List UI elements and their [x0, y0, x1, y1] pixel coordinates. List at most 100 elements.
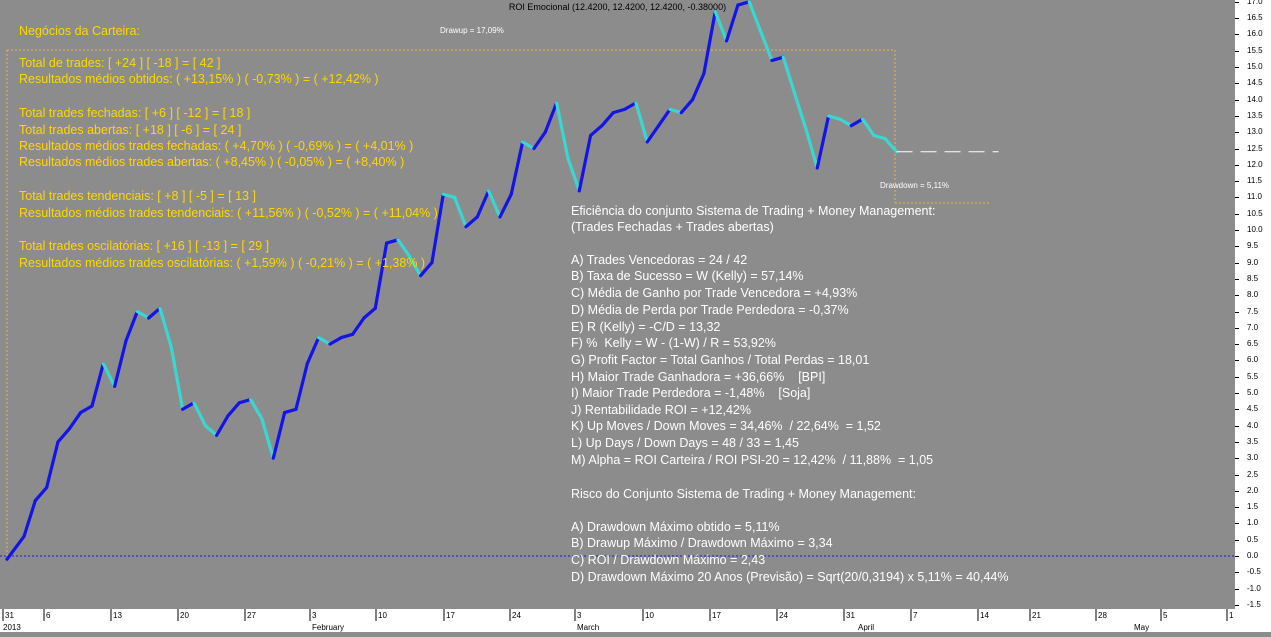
series-segment [203, 424, 219, 437]
series-segment [305, 335, 321, 366]
y-tick [1235, 50, 1239, 52]
series-segment [668, 107, 683, 115]
series-segment [373, 241, 389, 310]
y-tick [1235, 99, 1239, 101]
series-segment [747, 0, 763, 33]
y-tick-label: 17.0 [1247, 0, 1263, 6]
x-tick-label: 13 [113, 611, 122, 620]
y-tick [1235, 376, 1239, 378]
y-tick-label: 14.0 [1247, 94, 1263, 104]
y-tick-label: 2.0 [1247, 485, 1259, 495]
series-segment [792, 91, 808, 131]
x-tick-label: 27 [247, 611, 256, 620]
efficiency-item: C) Média de Ganho por Trade Vencedora = … [571, 286, 858, 300]
x-month-label: February [312, 623, 345, 632]
series-segment [101, 362, 117, 389]
x-tick-label: 31 [846, 611, 855, 620]
efficiency-item: K) Up Moves / Down Moves = 34,46% / 22,6… [571, 419, 881, 433]
y-tick-label: 5.0 [1247, 388, 1259, 397]
series-segment [385, 238, 400, 245]
series-segment [566, 156, 581, 193]
roi-line-chart [0, 0, 1235, 561]
x-month-label: April [858, 623, 875, 632]
series-segment [860, 117, 876, 138]
series-segment [543, 101, 559, 134]
x-tick-label: 24 [512, 611, 521, 620]
series-segment [362, 306, 377, 320]
series-segment [521, 140, 536, 151]
series-segment [158, 306, 173, 349]
y-tick [1235, 441, 1239, 443]
stat-line: Total trades tendenciais: [ +8 ] [ -5 ] … [19, 189, 256, 203]
series-segment [611, 107, 627, 115]
series-segment [192, 401, 207, 428]
series-segment [498, 192, 513, 219]
series-segment [249, 397, 264, 421]
y-tick [1235, 523, 1239, 525]
x-tick-label: 14 [980, 611, 989, 620]
efficiency-subtitle: (Trades Fechadas + Trades abertas) [571, 220, 774, 234]
series-segment [169, 345, 185, 411]
y-tick-label: 1.0 [1247, 518, 1259, 528]
y-tick-label: 5.5 [1247, 371, 1259, 381]
series-segment [283, 407, 298, 415]
y-tick-label: 11.5 [1247, 176, 1262, 186]
series-segment [294, 362, 309, 411]
x-tick-label: 1 [1229, 611, 1234, 620]
y-tick [1235, 311, 1239, 313]
efficiency-item: E) R (Kelly) = -C/D = 13,32 [571, 320, 721, 334]
y-tick [1235, 115, 1239, 117]
series-segment [622, 101, 638, 111]
y-tick-label: -1.0 [1247, 583, 1261, 593]
y-tick-label: 0.0 [1247, 551, 1259, 560]
y-tick-label: 16.5 [1247, 13, 1263, 23]
y-tick-label: 11.0 [1247, 192, 1262, 202]
series-segment [430, 192, 445, 265]
efficiency-item: L) Up Days / Down Days = 48 / 33 = 1,45 [571, 436, 799, 450]
series-segment [260, 417, 275, 460]
y-tick [1235, 507, 1239, 509]
stat-line: Total trades fechadas: [ +6 ] [ -12 ] = … [19, 106, 251, 120]
series-segment [600, 111, 615, 128]
y-tick [1235, 556, 1239, 557]
series-segment [113, 339, 128, 389]
y-tick [1235, 539, 1239, 541]
portfolio-title: Negócios da Carteira: [19, 24, 140, 38]
series-segment [758, 29, 774, 63]
series-segment [67, 410, 83, 431]
y-tick [1235, 246, 1239, 248]
series-segment [90, 362, 105, 408]
chart-header: ROI Emocional (12.4200, 12.4200, 12.4200… [508, 2, 727, 12]
efficiency-item: F) % Kelly = W - (1-W) / R = 53,92% [571, 336, 776, 350]
series-segment [577, 133, 593, 193]
risk-item: C) ROI / Drawdown Máximo = 2,43 [571, 553, 766, 567]
series-segment [532, 130, 547, 151]
series-segment [317, 335, 332, 346]
y-tick [1235, 409, 1239, 411]
x-month-label: March [577, 623, 600, 632]
series-segment [509, 140, 525, 196]
series-segment [56, 427, 71, 444]
series-segment [339, 332, 355, 340]
y-tick-label: 3.5 [1247, 436, 1259, 446]
series-segment [5, 534, 26, 561]
y-tick [1235, 18, 1239, 20]
efficiency-item: A) Trades Vencedoras = 24 / 42 [571, 253, 748, 267]
efficiency-item: D) Média de Perda por Trade Perdedora = … [571, 303, 849, 317]
y-tick [1235, 474, 1239, 476]
y-tick-label: 2.5 [1247, 469, 1259, 479]
series-segment [45, 440, 60, 490]
series-segment [22, 498, 37, 539]
y-tick-label: 8.0 [1247, 290, 1259, 300]
stat-line: Resultados médios trades fechadas: ( +4,… [19, 139, 414, 153]
efficiency-item: B) Taxa de Sucesso = W (Kelly) = 57,14% [571, 269, 804, 283]
y-tick [1235, 327, 1239, 329]
series-segment [487, 189, 502, 219]
efficiency-item: G) Profit Factor = Total Ganhos / Total … [571, 353, 870, 367]
series-segment [690, 71, 706, 102]
y-tick [1235, 490, 1239, 492]
y-tick [1235, 393, 1239, 394]
y-tick [1235, 425, 1239, 427]
series-segment [826, 114, 842, 121]
x-tick-label: 3 [577, 611, 582, 620]
